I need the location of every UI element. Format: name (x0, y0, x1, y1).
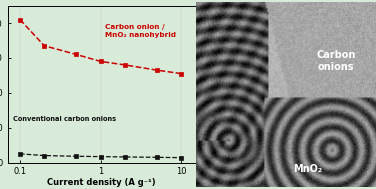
Text: Conventional carbon onions: Conventional carbon onions (13, 116, 116, 122)
X-axis label: Current density (A g⁻¹): Current density (A g⁻¹) (47, 178, 156, 187)
Text: Carbon onion /
MnO₂ nanohybrid: Carbon onion / MnO₂ nanohybrid (105, 24, 176, 38)
Text: Carbon
onions: Carbon onions (317, 50, 356, 72)
Text: MnO₂: MnO₂ (293, 164, 322, 174)
